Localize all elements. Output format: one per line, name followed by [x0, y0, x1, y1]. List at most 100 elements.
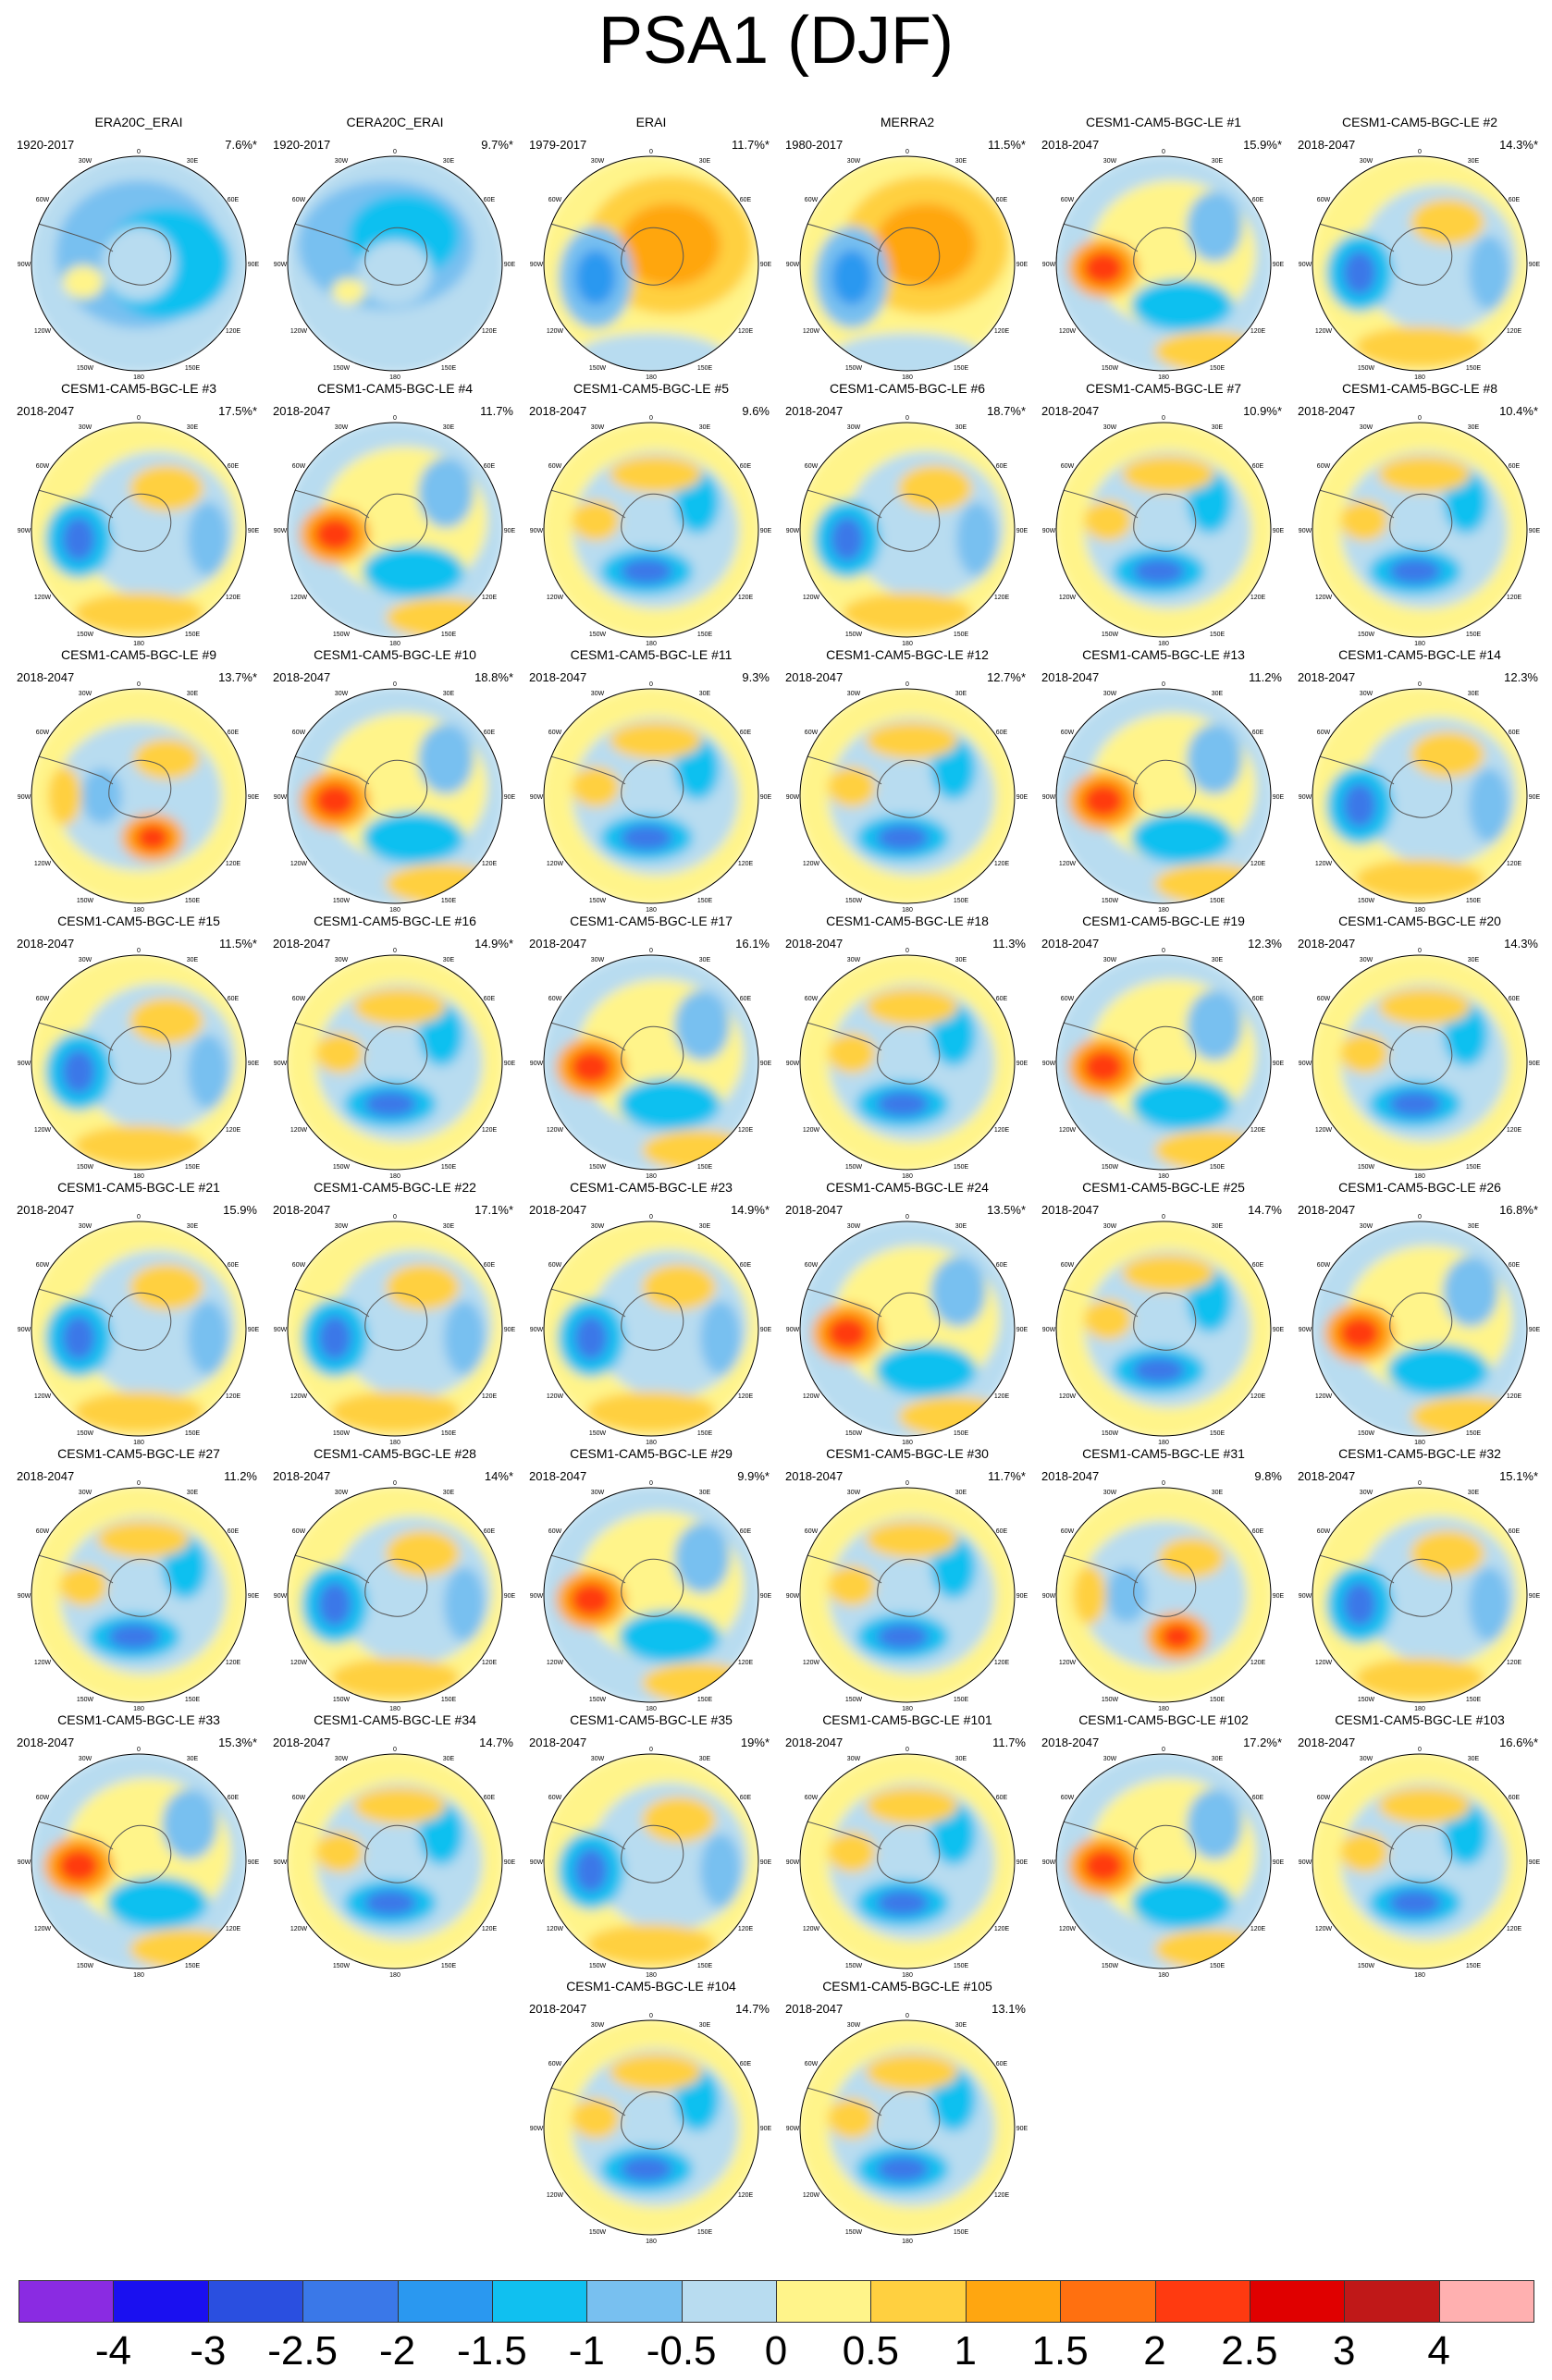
longitude-label: 150E [185, 1430, 201, 1437]
longitude-label: 60W [1317, 1262, 1331, 1269]
longitude-label: 60W [36, 996, 50, 1002]
longitude-label: 30W [591, 424, 605, 431]
longitude-label: 90E [760, 1327, 772, 1333]
longitude-label: 30W [1360, 691, 1373, 697]
anomaly-contour [188, 1035, 228, 1109]
longitude-label: 150E [1466, 1430, 1482, 1437]
longitude-label: 180 [1158, 1173, 1169, 1180]
longitude-label: 60E [996, 463, 1008, 470]
longitude-label: 0 [649, 681, 653, 688]
longitude-label: 120W [290, 1926, 308, 1932]
antarctica-coastline [1389, 759, 1453, 818]
longitude-label: 30W [1103, 957, 1117, 963]
colorbar-tick-label: 3 [1333, 2328, 1356, 2374]
polar-map: 0 30E 60E 90E 120E 150E 180 150W 120W 90W 60W 30W [530, 1214, 772, 1446]
longitude-label: 150E [1210, 1963, 1226, 1969]
colorbar-segment [397, 2280, 493, 2323]
panel-variance-pct: 9.6% [742, 404, 770, 418]
longitude-label: 90W [1299, 1859, 1312, 1866]
longitude-label: 30E [187, 1490, 199, 1496]
anomaly-contour [74, 593, 203, 633]
map-panel: 0 30E 60E 90E 120E 150E 180 150W 120W 90W 60W 30W CE… [1292, 1712, 1547, 1981]
anomaly-contour [62, 1316, 95, 1360]
map-panel: 0 30E 60E 90E 120E 150E 180 150W 120W 90W 60W 30W CE… [1036, 914, 1291, 1182]
panel-variance-pct: 17.2%* [1243, 1736, 1282, 1749]
south-america-coastline [1056, 1552, 1139, 1584]
longitude-label: 90E [1273, 794, 1285, 801]
panel-title: CESM1-CAM5-BGC-LE #24 [826, 1180, 989, 1195]
longitude-label: 180 [389, 1706, 400, 1712]
longitude-label: 30E [187, 1223, 199, 1230]
longitude-label: 60W [36, 197, 50, 203]
anomaly-contour [58, 1849, 99, 1883]
longitude-label: 150E [954, 2229, 969, 2236]
map-panel: 0 30E 60E 90E 120E 150E 180 150W 120W 90W 60W 30W CE… [267, 1712, 523, 1981]
panel-variance-pct: 11.7% [992, 1736, 1026, 1749]
longitude-label: 90E [1273, 1061, 1285, 1067]
map-panel: 0 30E 60E 90E 120E 150E 180 150W 120W 90W 60W 30W CE… [267, 115, 523, 383]
longitude-label: 120E [1250, 1926, 1266, 1932]
polar-map: 0 30E 60E 90E 120E 150E 180 150W 120W 90W 60W 30W [274, 415, 516, 647]
longitude-label: 60W [548, 1528, 562, 1535]
panel-variance-pct: 9.8% [1254, 1469, 1282, 1483]
longitude-label: 90W [530, 1061, 544, 1067]
longitude-label: 120E [1507, 1127, 1522, 1134]
anomaly-contour [1340, 1033, 1388, 1073]
longitude-label: 120E [226, 1926, 241, 1932]
longitude-label: 60E [1252, 1795, 1264, 1801]
panel-title: CESM1-CAM5-BGC-LE #30 [826, 1446, 989, 1461]
longitude-label: 90W [18, 1061, 31, 1067]
anomaly-contour [1083, 251, 1124, 285]
antarctica-coastline [621, 1292, 684, 1351]
longitude-label: 150E [697, 1430, 713, 1437]
polar-map: 0 30E 60E 90E 120E 150E 180 150W 120W 90W 60W 30W [1299, 415, 1541, 647]
longitude-label: 120W [547, 1926, 564, 1932]
polar-map: 0 30E 60E 90E 120E 150E 180 150W 120W 90W 60W 30W [18, 681, 260, 914]
longitude-label: 30E [1468, 424, 1480, 431]
anomaly-contour [1083, 1050, 1124, 1084]
south-america-coastline [1312, 1020, 1395, 1051]
map-panel: 0 30E 60E 90E 120E 150E 180 150W 120W 90W 60W 30W CE… [523, 1712, 779, 1981]
panel-title: CESM1-CAM5-BGC-LE #3 [60, 381, 217, 396]
map-panel: 0 30E 60E 90E 120E 150E 180 150W 120W 90W 60W 30W CE… [11, 1180, 266, 1448]
longitude-label: 120E [482, 1127, 498, 1134]
map-boundary [1055, 1487, 1272, 1703]
longitude-label: 120E [1507, 1393, 1522, 1400]
map-boundary [799, 1221, 1016, 1437]
longitude-label: 90W [530, 1327, 544, 1333]
antarctica-coastline [877, 1292, 941, 1351]
longitude-label: 90E [760, 2126, 772, 2132]
longitude-label: 90W [1042, 1859, 1056, 1866]
longitude-label: 0 [393, 149, 397, 155]
panel-years: 2018-2047 [17, 937, 75, 951]
longitude-label: 150W [1358, 365, 1375, 372]
anomaly-contour [1340, 500, 1388, 541]
colorbar-tick-label: -1 [568, 2328, 605, 2374]
longitude-label: 180 [646, 1173, 657, 1180]
longitude-label: 120W [1315, 595, 1333, 601]
polar-map: 0 30E 60E 90E 120E 150E 180 150W 120W 90W 60W 30W [18, 149, 260, 381]
antarctica-coastline [877, 1558, 941, 1617]
polar-map: 0 30E 60E 90E 120E 150E 180 150W 120W 90W 60W 30W [530, 415, 772, 647]
longitude-label: 90E [1273, 1327, 1285, 1333]
panel-years: 2018-2047 [1041, 404, 1100, 418]
longitude-label: 30W [1360, 158, 1373, 165]
anomaly-contour [1378, 1787, 1471, 1824]
panel-years: 2018-2047 [273, 1469, 331, 1483]
longitude-label: 120E [1250, 1393, 1266, 1400]
longitude-label: 30W [591, 957, 605, 963]
panel-variance-pct: 11.3% [992, 937, 1026, 951]
longitude-label: 150E [1466, 1164, 1482, 1171]
polar-map: 0 30E 60E 90E 120E 150E 180 150W 120W 90W 60W 30W [786, 2013, 1029, 2245]
map-panel: 0 30E 60E 90E 120E 150E 180 150W 120W 90W 60W 30W CE… [1292, 1180, 1547, 1448]
longitude-label: 30W [79, 957, 92, 963]
colorbar-segment [113, 2280, 209, 2323]
panel-title: CESM1-CAM5-BGC-LE #25 [1082, 1180, 1245, 1195]
polar-map: 0 30E 60E 90E 120E 150E 180 150W 120W 90W 60W 30W [1042, 1480, 1285, 1712]
colorbar-segment [207, 2280, 304, 2323]
anomaly-contour [106, 1877, 208, 1929]
longitude-label: 0 [137, 415, 141, 422]
longitude-label: 0 [1418, 1480, 1422, 1487]
antarctica-coastline [877, 1824, 941, 1883]
longitude-label: 150E [185, 1697, 201, 1703]
